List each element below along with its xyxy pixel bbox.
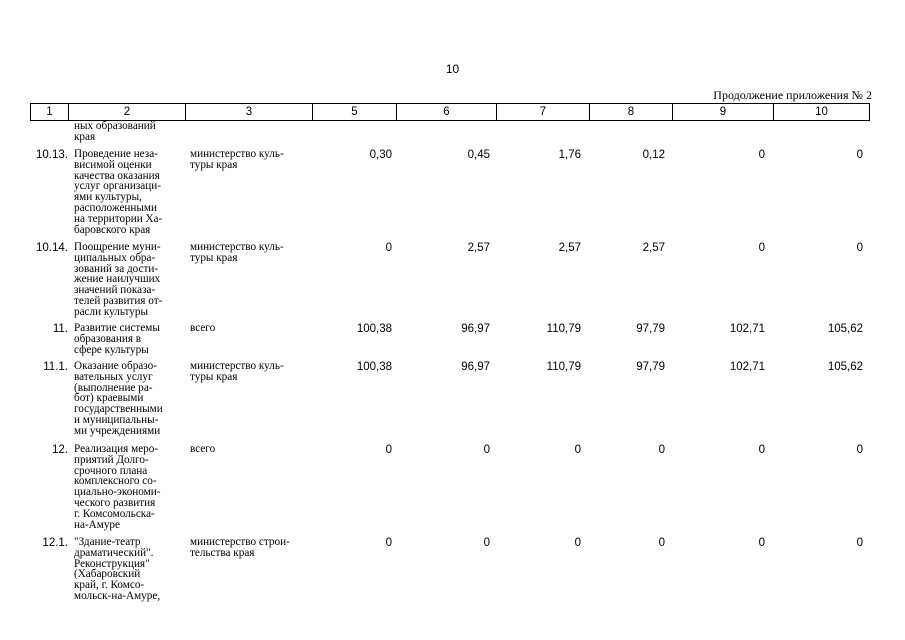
- row-name: ных образований края: [74, 120, 156, 143]
- row-number: 11.: [52, 323, 68, 335]
- header-col-3: 3: [185, 103, 313, 121]
- row-name: Поощрение муни- ципальных обра- зований …: [74, 241, 163, 318]
- row-executor: министерство строи- тельства края: [190, 536, 290, 559]
- row-value-col9: 0: [758, 242, 765, 254]
- row-value-col5: 0: [385, 537, 392, 549]
- row-value-col8: 97,79: [636, 361, 665, 373]
- appendix-continuation-note: Продолжение приложения № 2: [713, 88, 872, 102]
- table-header: 1 2 3 5 6 7 8 9 10: [30, 103, 870, 121]
- row-value-col10: 0: [856, 444, 863, 456]
- row-name: "Здание-театр драматический". Реконструк…: [74, 536, 161, 602]
- row-value-col8: 0: [658, 537, 665, 549]
- row-value-col7: 110,79: [546, 361, 581, 373]
- row-value-col9: 0: [758, 149, 765, 161]
- page-number: 10: [445, 62, 460, 76]
- row-value-col10: 0: [856, 242, 863, 254]
- row-executor: всего: [190, 443, 216, 455]
- header-col-9: 9: [672, 103, 774, 121]
- row-value-col7: 2,57: [558, 242, 581, 254]
- header-col-5: 5: [312, 103, 397, 121]
- row-value-col5: 100,38: [356, 323, 392, 335]
- row-value-col10: 0: [856, 149, 863, 161]
- row-number: 10.14.: [36, 242, 68, 254]
- row-value-col6: 2,57: [467, 242, 490, 254]
- row-name: Проведение неза- висимой оценки качества…: [74, 148, 163, 236]
- row-name: Оказание образо- вательных услуг (выполн…: [74, 360, 163, 437]
- row-value-col10: 105,62: [827, 323, 863, 335]
- row-value-col6: 96,97: [461, 323, 490, 335]
- row-executor: министерство куль- туры края: [190, 241, 284, 264]
- row-value-col9: 0: [758, 444, 765, 456]
- row-value-col9: 102,71: [729, 323, 765, 335]
- row-value-col9: 102,71: [729, 361, 765, 373]
- row-value-col8: 0: [658, 444, 665, 456]
- header-col-8: 8: [589, 103, 673, 121]
- row-value-col5: 0,30: [369, 149, 392, 161]
- row-value-col9: 0: [758, 537, 765, 549]
- header-col-1: 1: [30, 103, 69, 121]
- row-value-col7: 1,76: [558, 149, 581, 161]
- row-number: 12.: [52, 444, 68, 456]
- row-value-col8: 0,12: [642, 149, 665, 161]
- row-value-col6: 0: [483, 444, 490, 456]
- row-value-col7: 110,79: [546, 323, 581, 335]
- row-value-col6: 0,45: [467, 149, 490, 161]
- row-executor: министерство куль- туры края: [190, 148, 284, 171]
- row-number: 11.1.: [43, 361, 68, 373]
- row-value-col8: 2,57: [642, 242, 665, 254]
- header-col-6: 6: [396, 103, 497, 121]
- row-name: Развитие системы образования в сфере кул…: [74, 322, 160, 356]
- row-value-col5: 0: [385, 242, 392, 254]
- row-value-col10: 0: [856, 537, 863, 549]
- row-value-col7: 0: [574, 444, 581, 456]
- row-number: 12.1.: [42, 537, 68, 549]
- row-value-col8: 97,79: [636, 323, 665, 335]
- row-value-col6: 0: [483, 537, 490, 549]
- row-value-col6: 96,97: [461, 361, 490, 373]
- header-col-10: 10: [773, 103, 870, 121]
- row-value-col7: 0: [574, 537, 581, 549]
- row-executor: министерство куль- туры края: [190, 360, 284, 383]
- row-value-col5: 100,38: [356, 361, 392, 373]
- row-value-col10: 105,62: [827, 361, 863, 373]
- row-value-col5: 0: [385, 444, 392, 456]
- header-col-2: 2: [68, 103, 186, 121]
- row-number: 10.13.: [36, 149, 68, 161]
- row-name: Реализация меро- приятий Долго- срочного…: [74, 443, 161, 531]
- row-executor: всего: [190, 322, 216, 334]
- header-col-7: 7: [496, 103, 590, 121]
